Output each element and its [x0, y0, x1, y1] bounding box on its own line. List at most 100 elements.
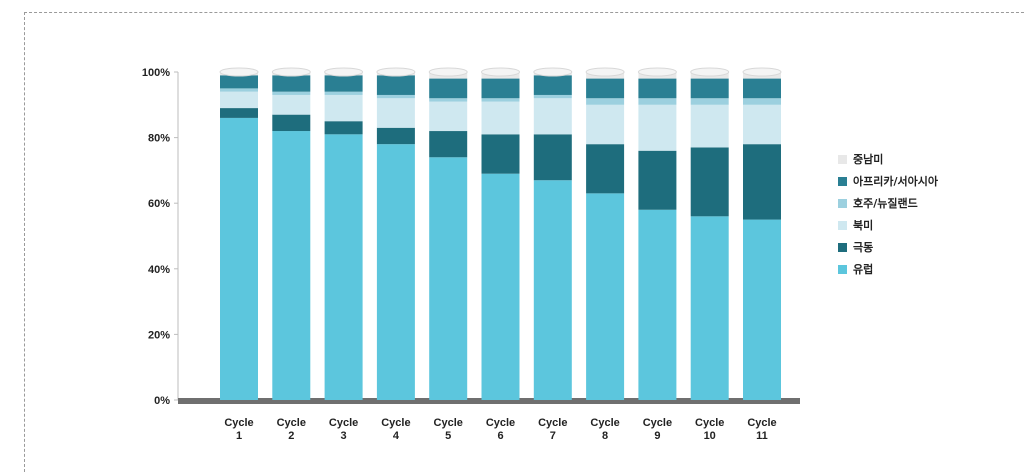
bar-top: [219, 67, 259, 77]
bar-segment: [586, 104, 625, 145]
bar-top: [376, 67, 416, 77]
bar-segment: [533, 134, 572, 181]
bar-segment: [272, 131, 311, 401]
bar-segment: [533, 180, 572, 400]
x-tick-label: Cycle: [434, 417, 463, 429]
bar-segment: [220, 75, 258, 89]
x-tick-label: 2: [288, 430, 294, 442]
bar-segment: [272, 114, 311, 132]
bar-segment: [533, 94, 572, 99]
legend-item: 유럽: [838, 258, 938, 280]
x-tick-label: 11: [756, 430, 768, 442]
bar-segment: [429, 98, 468, 102]
bar-segment: [743, 219, 781, 400]
x-tick-label: 8: [602, 430, 608, 442]
bar-segment: [743, 144, 781, 220]
legend-swatch: [838, 154, 847, 164]
y-tick-label: 60%: [148, 198, 170, 210]
x-tick-label: Cycle: [538, 417, 567, 429]
bar-segment: [220, 108, 258, 118]
bar-segment: [324, 75, 363, 92]
bar-segment: [481, 134, 520, 174]
bar-segment: [220, 91, 258, 109]
bar-segment: [481, 78, 520, 99]
bars: [219, 67, 782, 401]
x-tick-label: Cycle: [224, 417, 253, 429]
legend-label: 중남미: [853, 153, 884, 166]
bar-segment: [533, 75, 572, 95]
bar-segment: [429, 157, 468, 400]
bar-segment: [586, 144, 625, 194]
y-axis: 0% 20% 40% 60% 80% 100%: [142, 67, 800, 407]
bar-segment: [743, 78, 781, 99]
legend-item: 호주/뉴질랜드: [838, 192, 938, 214]
bar-top: [533, 67, 573, 77]
legend-label: 호주/뉴질랜드: [853, 197, 918, 210]
x-tick-label: Cycle: [695, 417, 724, 429]
bar-segment: [638, 98, 677, 105]
legend-item: 아프리카/서아시아: [838, 170, 938, 192]
x-tick-label: 3: [341, 430, 347, 442]
bar-segment: [376, 144, 415, 400]
bar-segment: [743, 104, 781, 145]
bar-segment: [272, 75, 311, 92]
legend-swatch: [838, 242, 847, 252]
x-tick-label: 10: [704, 430, 716, 442]
x-tick-label: 1: [236, 430, 242, 442]
bar-segment: [376, 98, 415, 128]
x-tick-label: 7: [550, 430, 556, 442]
bar-segment: [324, 134, 363, 400]
bar-segment: [429, 101, 468, 132]
bar-segment: [533, 98, 572, 135]
y-tick-label: 0%: [154, 395, 170, 407]
bar-segment: [272, 91, 311, 95]
bar-segment: [638, 78, 677, 99]
x-tick-label: Cycle: [643, 417, 672, 429]
bar-top: [428, 67, 468, 77]
bar-segment: [324, 91, 363, 95]
bar-segment: [376, 75, 415, 95]
bar-segment: [324, 121, 363, 135]
x-tick-label: 4: [393, 430, 400, 442]
bar-segment: [481, 173, 520, 400]
legend-label: 극동: [853, 241, 874, 254]
x-tick-label: Cycle: [277, 417, 306, 429]
bar-segment: [690, 78, 729, 99]
legend-swatch: [838, 220, 847, 230]
bar-segment: [586, 78, 625, 99]
bar-segment: [429, 131, 468, 158]
legend-label: 아프리카/서아시아: [853, 175, 938, 188]
y-tick-label: 100%: [142, 67, 170, 79]
bar-segment: [690, 98, 729, 105]
bar-segment: [586, 193, 625, 400]
legend-swatch: [838, 264, 847, 274]
bar-segment: [481, 98, 520, 102]
bar-segment: [272, 94, 311, 115]
x-tick-label: Cycle: [381, 417, 410, 429]
bar-top: [324, 67, 364, 77]
legend-label: 유럽: [853, 263, 874, 276]
x-tick-label: Cycle: [486, 417, 515, 429]
x-tick-label: 5: [445, 430, 451, 442]
bar-segment: [638, 209, 677, 400]
bar-segment: [690, 147, 729, 217]
bar-segment: [690, 216, 729, 400]
bar-segment: [376, 127, 415, 145]
bar-segment: [429, 78, 468, 99]
y-tick-label: 80%: [148, 133, 170, 145]
legend-item: 북미: [838, 214, 938, 236]
y-tick-label: 20%: [148, 329, 170, 341]
bar-top: [637, 67, 677, 77]
bar-segment: [638, 104, 677, 151]
bar-segment: [324, 94, 363, 122]
y-tick-label: 40%: [148, 264, 170, 276]
bar-top: [481, 67, 520, 77]
bar-top: [271, 67, 311, 77]
bar-segment: [586, 98, 625, 105]
bar-segment: [690, 104, 729, 148]
bar-segment: [376, 94, 415, 99]
legend-swatch: [838, 198, 847, 208]
legend-swatch: [838, 176, 847, 186]
